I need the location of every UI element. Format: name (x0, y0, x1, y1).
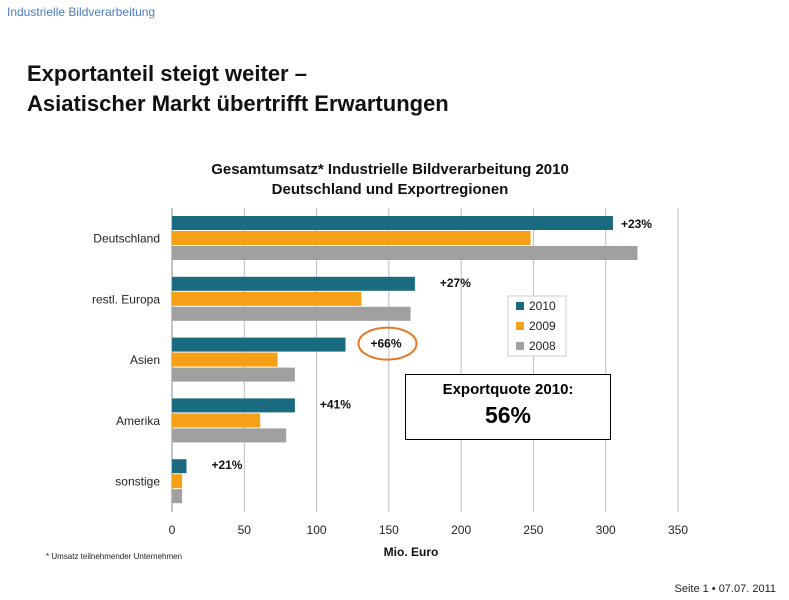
x-tick-label: 200 (451, 523, 471, 537)
x-tick-label: 100 (307, 523, 327, 537)
page-footer: Seite 1 • 07.07. 2011 (674, 583, 776, 595)
category-label: sonstige (115, 475, 160, 489)
bar-2009 (172, 231, 531, 245)
bar-2009 (172, 291, 362, 306)
bar-2010 (172, 276, 415, 291)
bar-2009 (172, 474, 183, 489)
growth-label: +27% (440, 276, 471, 290)
highlight-circle (357, 326, 418, 361)
chart-title-line2: Deutschland und Exportregionen (271, 181, 509, 198)
bar-2010 (172, 337, 346, 352)
growth-label: +23% (621, 217, 652, 231)
export-quote-box: Exportquote 2010: 56% (405, 374, 611, 440)
header-label: Industrielle Bildverarbeitung (7, 5, 156, 19)
legend-swatch-2010 (516, 302, 524, 310)
bar-2009 (172, 352, 278, 367)
x-tick-label: 0 (169, 523, 176, 537)
category-label: Deutschland (93, 232, 160, 246)
legend-label-2009: 2009 (529, 319, 556, 333)
x-tick-label: 250 (523, 523, 543, 537)
x-axis-label: Mio. Euro (384, 545, 439, 559)
legend-swatch-2009 (516, 322, 524, 330)
export-quote-value: 56% (484, 402, 532, 428)
bar-2010 (172, 398, 295, 413)
growth-label: +41% (320, 397, 351, 411)
x-tick-label: 350 (668, 523, 688, 537)
growth-label: +66% (370, 337, 401, 351)
category-label: Amerika (116, 414, 160, 428)
bar-2008 (172, 489, 183, 504)
slide-title-line2: Asiatischer Markt übertrifft Erwartungen (27, 91, 449, 116)
bar-2010 (172, 459, 187, 474)
bar-2008 (172, 428, 287, 443)
chart-title: Gesamtumsatz* Industrielle Bildverarbeit… (140, 160, 640, 200)
bar-2008 (172, 306, 411, 321)
slide-title-line1: Exportanteil steigt weiter – (27, 61, 307, 86)
bar-2008 (172, 367, 295, 382)
growth-label: +21% (211, 458, 242, 472)
category-label: Asien (130, 353, 160, 367)
chart-title-line1: Gesamtumsatz* Industrielle Bildverarbeit… (211, 161, 569, 178)
footnote: * Umsatz teilnehmender Unternehmen (46, 552, 183, 561)
export-quote-label: Exportquote 2010: (442, 381, 574, 398)
bar-2010 (172, 216, 613, 230)
bar-2009 (172, 413, 261, 428)
legend-label-2008: 2008 (529, 339, 556, 353)
x-tick-label: 50 (238, 523, 252, 537)
x-tick-label: 150 (379, 523, 399, 537)
x-tick-label: 300 (596, 523, 616, 537)
legend-swatch-2008 (516, 342, 524, 350)
category-label: restl. Europa (92, 292, 160, 306)
bar-2008 (172, 246, 638, 260)
slide-title: Exportanteil steigt weiter – Asiatischer… (27, 59, 449, 119)
legend-label-2010: 2010 (529, 299, 556, 313)
